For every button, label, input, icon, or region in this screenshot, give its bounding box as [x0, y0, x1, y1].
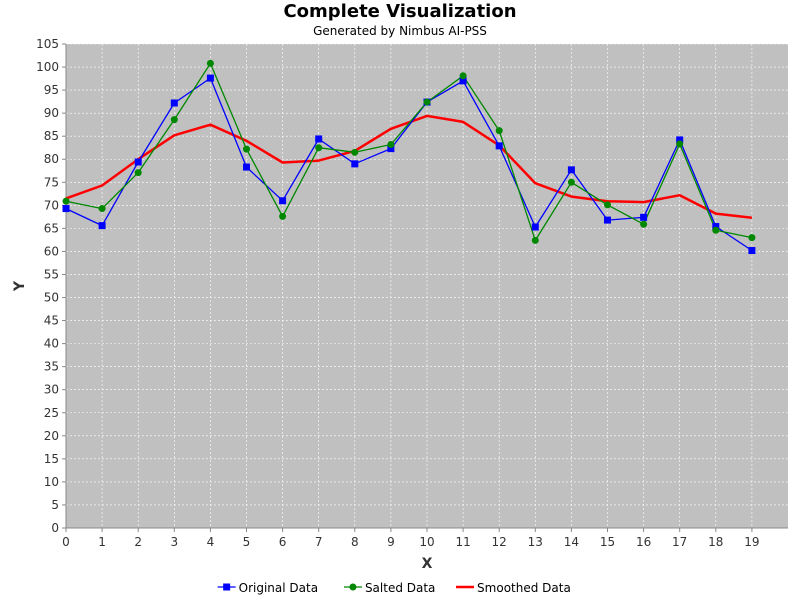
salted-data-point	[351, 148, 359, 156]
salted-data-line	[65, 62, 753, 242]
y-tick-label: 35	[44, 360, 59, 374]
smoothed-data-legend-label: Smoothed Data	[477, 581, 571, 595]
salted-data-point	[712, 226, 720, 234]
y-tick-label: 0	[51, 521, 59, 535]
y-tick-label: 75	[44, 175, 59, 189]
salted-data-point	[748, 234, 756, 242]
original-data-point	[134, 158, 142, 166]
salted-data-point	[170, 116, 178, 124]
original-data-point	[243, 163, 250, 171]
original-data-point	[170, 99, 178, 107]
y-tick-label: 30	[44, 383, 59, 397]
y-tick-label: 10	[44, 475, 59, 489]
x-tick-label: 0	[62, 535, 70, 549]
y-tick-label: 90	[44, 106, 59, 120]
y-tick-label: 100	[36, 60, 59, 74]
original-data-point	[387, 145, 395, 153]
salted-data-point	[98, 205, 106, 213]
y-tick-label: 60	[44, 244, 59, 258]
x-tick-label: 7	[315, 535, 323, 549]
original-data-point	[531, 223, 539, 231]
chart-subtitle: Generated by Nimbus AI-PSS	[313, 24, 487, 38]
salted-data-point	[243, 145, 250, 153]
salted-data-legend-marker	[349, 583, 357, 591]
original-data-point	[459, 77, 467, 85]
original-data-point	[98, 222, 106, 230]
y-tick-label: 85	[44, 129, 59, 143]
y-tick-label: 70	[44, 198, 59, 212]
original-data-point	[62, 205, 70, 213]
salted-data-point	[134, 169, 142, 177]
original-data-point	[351, 160, 359, 168]
y-tick-label: 95	[44, 83, 59, 97]
salted-data-point	[640, 220, 648, 228]
y-tick-label: 80	[44, 152, 59, 166]
series-group	[62, 59, 756, 255]
x-tick-label: 4	[207, 535, 215, 549]
original-data-point	[495, 142, 503, 150]
x-axis-label: X	[422, 556, 433, 572]
grid-lines	[65, 43, 788, 529]
y-tick-label: 45	[44, 314, 59, 328]
x-tick-label: 14	[564, 535, 579, 549]
y-axis-label: Y	[12, 280, 28, 292]
y-tick-label: 55	[44, 267, 59, 281]
x-tick-label: 15	[600, 535, 615, 549]
salted-data-point	[423, 98, 431, 106]
salted-data-point	[315, 144, 323, 152]
salted-data-point	[206, 59, 214, 67]
original-data-legend-label: Original Data	[239, 581, 318, 595]
salted-data-point	[459, 72, 467, 80]
original-data-point	[640, 213, 648, 221]
salted-data-legend-label: Salted Data	[365, 581, 435, 595]
x-tick-label: 12	[492, 535, 507, 549]
y-tick-label: 50	[44, 291, 59, 305]
salted-data-point	[676, 140, 684, 148]
original-data-point	[206, 74, 214, 82]
original-data-point	[748, 247, 756, 255]
original-data-point	[279, 197, 287, 205]
y-tick-label: 15	[44, 452, 59, 466]
x-tick-label: 6	[279, 535, 287, 549]
x-tick-label: 1	[98, 535, 106, 549]
salted-data-point	[495, 127, 503, 135]
legend: Original Data Salted Data Smoothed Data	[217, 581, 571, 595]
x-tick-label: 17	[672, 535, 687, 549]
x-tick-label: 9	[387, 535, 395, 549]
x-tick-label: 2	[134, 535, 142, 549]
x-tick-label: 10	[419, 535, 434, 549]
x-tick-label: 16	[636, 535, 651, 549]
salted-data-point	[604, 201, 611, 209]
x-tick-label: 3	[170, 535, 178, 549]
y-tick-label: 20	[44, 429, 59, 443]
y-tick-label: 40	[44, 337, 59, 351]
original-data-point	[567, 166, 575, 174]
original-data-legend-marker	[223, 583, 231, 591]
x-tick-label: 8	[351, 535, 359, 549]
salted-data-point	[567, 178, 575, 186]
y-tick-label: 65	[44, 221, 59, 235]
axes: 0510152025303540455055606570758085909510…	[36, 37, 788, 549]
original-data-point	[604, 216, 611, 224]
original-data-line	[65, 77, 753, 252]
x-tick-label: 11	[455, 535, 470, 549]
salted-data-point	[387, 140, 395, 148]
x-tick-label: 19	[744, 535, 759, 549]
y-tick-label: 25	[44, 406, 59, 420]
salted-data-point	[62, 197, 70, 205]
salted-data-point	[279, 212, 287, 220]
x-tick-label: 18	[708, 535, 723, 549]
y-tick-label: 5	[51, 498, 59, 512]
chart-title: Complete Visualization	[283, 1, 517, 22]
original-data-point	[315, 135, 323, 143]
salted-data-point	[531, 236, 539, 244]
original-data-point	[676, 136, 684, 144]
x-tick-label: 13	[528, 535, 543, 549]
original-data-point	[712, 223, 720, 231]
y-tick-label: 105	[36, 37, 59, 51]
x-tick-label: 5	[243, 535, 251, 549]
